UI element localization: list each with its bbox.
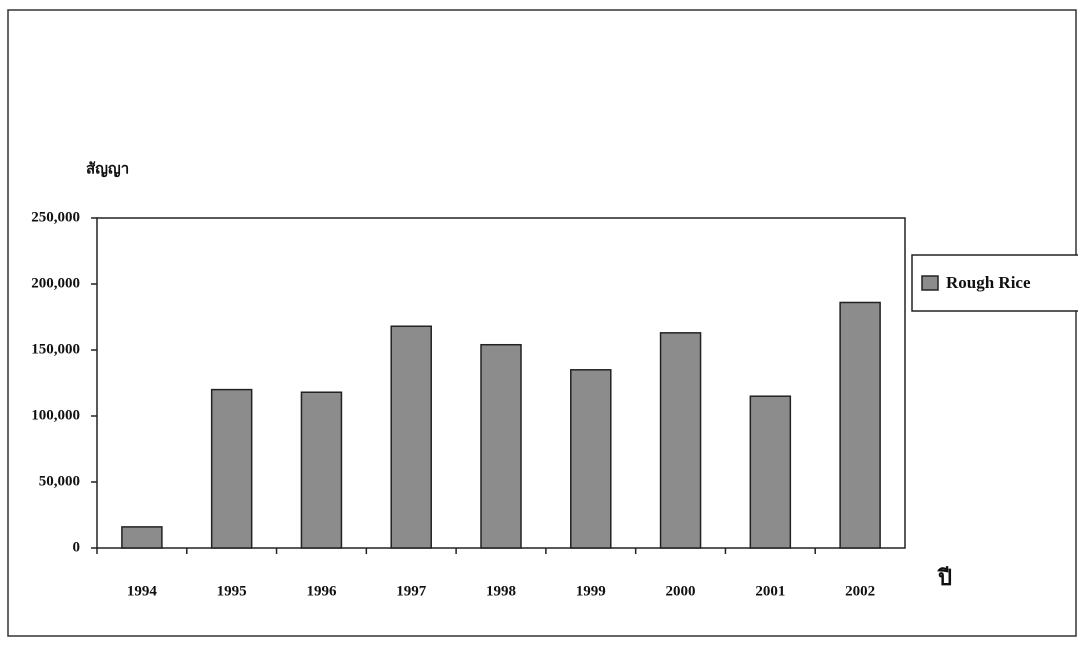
x-tick-label: 1996 bbox=[306, 583, 337, 599]
chart-border bbox=[8, 10, 1076, 636]
legend-swatch bbox=[922, 276, 938, 290]
bar bbox=[122, 527, 162, 548]
y-tick-label: 250,000 bbox=[31, 209, 80, 225]
bar bbox=[391, 326, 431, 548]
x-axis-label: ปี bbox=[937, 565, 952, 590]
bar bbox=[301, 392, 341, 548]
x-tick-label: 1997 bbox=[396, 583, 427, 599]
y-tick-label: 0 bbox=[73, 539, 81, 555]
x-tick-label: 2000 bbox=[666, 583, 696, 599]
bar bbox=[840, 302, 880, 548]
y-axis-label: สัญญา bbox=[86, 160, 129, 177]
page: สัญญา ปี 0 50,000 100,000 150,000 200,000 250… bbox=[0, 0, 1078, 647]
chart: สัญญา ปี 0 50,000 100,000 150,000 200,000 250… bbox=[0, 0, 1078, 647]
x-tick-label: 1999 bbox=[576, 583, 606, 599]
bar bbox=[481, 345, 521, 548]
bar bbox=[571, 370, 611, 548]
x-tick-label: 1995 bbox=[217, 583, 247, 599]
x-tick-label: 1994 bbox=[127, 583, 158, 599]
x-tick-label: 2001 bbox=[755, 583, 785, 599]
y-tick-label: 150,000 bbox=[31, 341, 80, 357]
bar bbox=[661, 333, 701, 548]
x-tick-label: 1998 bbox=[486, 583, 516, 599]
bar bbox=[750, 396, 790, 548]
x-tick-label: 2002 bbox=[845, 583, 875, 599]
y-tick-label: 50,000 bbox=[39, 473, 80, 489]
legend-label: Rough Rice bbox=[946, 273, 1031, 292]
y-tick-label: 200,000 bbox=[31, 275, 80, 291]
bar bbox=[212, 390, 252, 548]
y-tick-label: 100,000 bbox=[31, 407, 80, 423]
